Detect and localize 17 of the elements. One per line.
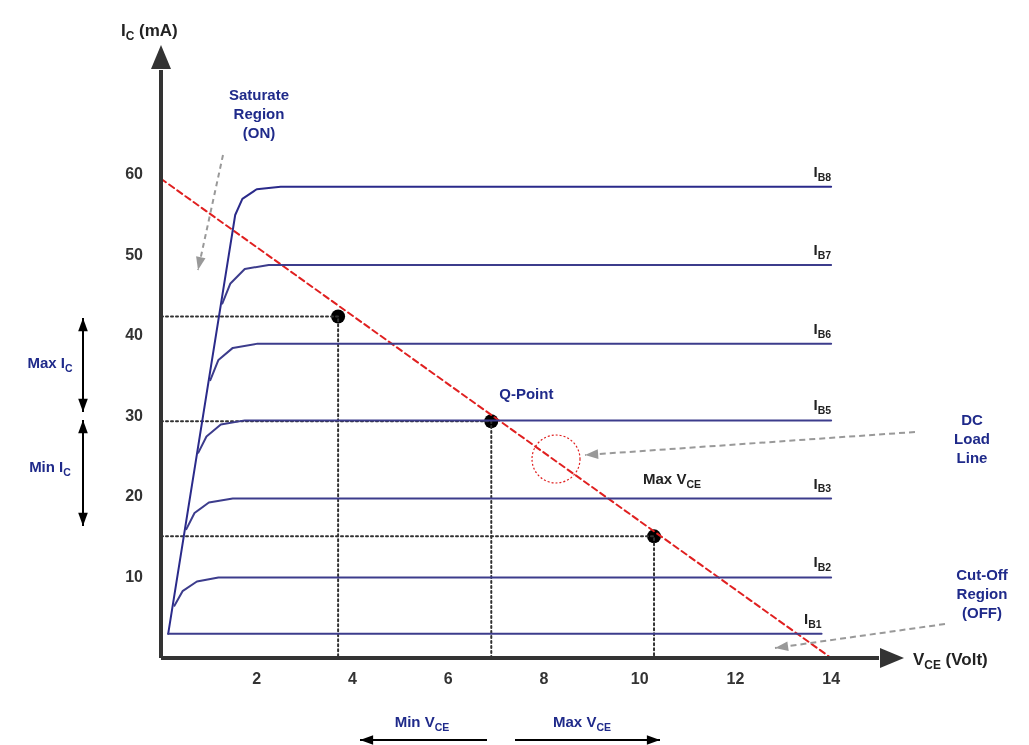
x-tick-label: 14 [822,670,841,688]
x-tick-label: 6 [443,670,453,688]
y-tick-label: 30 [125,406,144,424]
text: Cut-Off Region (OFF) [956,566,1009,621]
x-tick-label: 12 [726,670,745,688]
x-tick-label: 4 [348,670,358,688]
annotation: Saturate Region (ON) [228,86,290,141]
x-tick-label: 2 [252,670,262,688]
y-tick-label: 60 [125,165,144,183]
y-tick-label: 40 [125,326,144,344]
annotation: Q-Point [499,385,554,403]
y-tick-label: 50 [125,245,144,263]
x-tick-label: 10 [630,670,649,688]
y-tick-label: 20 [125,487,144,505]
y-tick-label: 10 [125,567,144,585]
x-tick-label: 8 [539,670,549,688]
text: DC Load Line [954,411,990,466]
